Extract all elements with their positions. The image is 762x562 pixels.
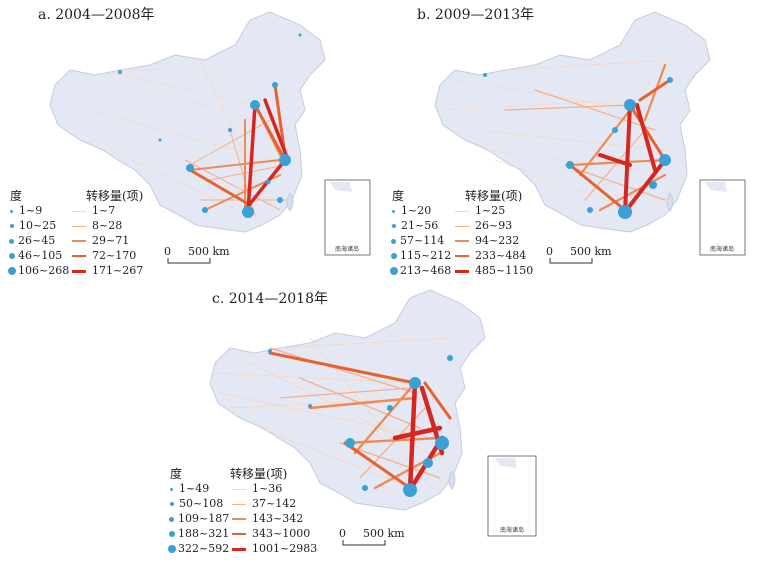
legend-c-flow-2: 37~142 xyxy=(232,497,296,510)
inset-label-c: 南海诸岛 xyxy=(500,526,524,534)
legend-b-flow-3: 94~232 xyxy=(455,234,519,247)
legend-b-transfer-header: 转移量(项) xyxy=(465,189,523,203)
scale-a-zero: 0 xyxy=(164,245,171,258)
legend-b-flow-2: 26~93 xyxy=(455,219,512,232)
legend-b-degree-header: 度 xyxy=(392,189,405,203)
legend-b-degree-1: 1~20 xyxy=(390,204,431,217)
scale-bar-b xyxy=(549,258,593,264)
legend-a-flow-4: 72~170 xyxy=(72,249,136,262)
panel-a-title: a. 2004—2008年 xyxy=(38,7,155,23)
legend-c-flow-4: 343~1000 xyxy=(232,527,310,540)
legend-a-degree-1: 1~9 xyxy=(8,204,42,217)
legend-b-degree-3: 57~114 xyxy=(390,234,444,247)
scale-b-label: 500 km xyxy=(570,245,612,258)
legend-a-degree-header: 度 xyxy=(10,189,23,203)
legend-b-flow-5: 485~1150 xyxy=(455,264,533,277)
legend-b-flow-4: 233~484 xyxy=(455,249,526,262)
legend-c-degree-header: 度 xyxy=(170,467,183,481)
panel-c-map: 南海诸岛 xyxy=(209,289,537,537)
panel-b-map: 南海诸岛 xyxy=(434,11,746,256)
inset-label-b: 南海诸岛 xyxy=(710,245,734,253)
scale-a-label: 500 km xyxy=(188,245,230,258)
legend-a-flow-5: 171~267 xyxy=(72,264,143,277)
legend-a-degree-3: 26~45 xyxy=(8,234,55,247)
legend-c-transfer-header: 转移量(项) xyxy=(230,467,288,481)
legend-a-flow-1: 1~7 xyxy=(72,204,115,217)
legend-a-transfer-header: 转移量(项) xyxy=(86,189,144,203)
legend-a-degree-4: 46~105 xyxy=(8,249,62,262)
legend-c-degree-5: 322~592 xyxy=(168,542,229,555)
legend-a-flow-3: 29~71 xyxy=(72,234,129,247)
scale-bar-a xyxy=(167,258,211,264)
panel-b-title: b. 2009—2013年 xyxy=(417,7,535,23)
legend-a-degree-2: 10~25 xyxy=(8,219,56,232)
panel-a-map: 南海诸岛 xyxy=(49,11,371,256)
legend-b-flow-1: 1~25 xyxy=(455,204,505,217)
scale-b-zero: 0 xyxy=(546,245,553,258)
inset-label-a: 南海诸岛 xyxy=(335,245,359,253)
legend-b-degree-5: 213~468 xyxy=(390,264,451,277)
legend-a-degree-5: 106~268 xyxy=(8,264,69,277)
legend-b-degree-4: 115~212 xyxy=(390,249,451,262)
legend-b-degree-2: 21~56 xyxy=(390,219,438,232)
legend-c-flow-1: 1~36 xyxy=(232,482,282,495)
scale-c-zero: 0 xyxy=(339,527,346,540)
scale-bar-c xyxy=(342,540,386,546)
legend-c-degree-2: 50~108 xyxy=(168,497,223,510)
legend-c-flow-3: 143~342 xyxy=(232,512,303,525)
panel-c-title: c. 2014—2018年 xyxy=(212,291,328,307)
legend-c-degree-3: 109~187 xyxy=(168,512,229,525)
legend-c-degree-4: 188~321 xyxy=(168,527,229,540)
legend-c-flow-5: 1001~2983 xyxy=(232,542,317,555)
legend-a-flow-2: 8~28 xyxy=(72,219,122,232)
legend-c-degree-1: 1~49 xyxy=(168,482,209,495)
scale-c-label: 500 km xyxy=(363,527,405,540)
